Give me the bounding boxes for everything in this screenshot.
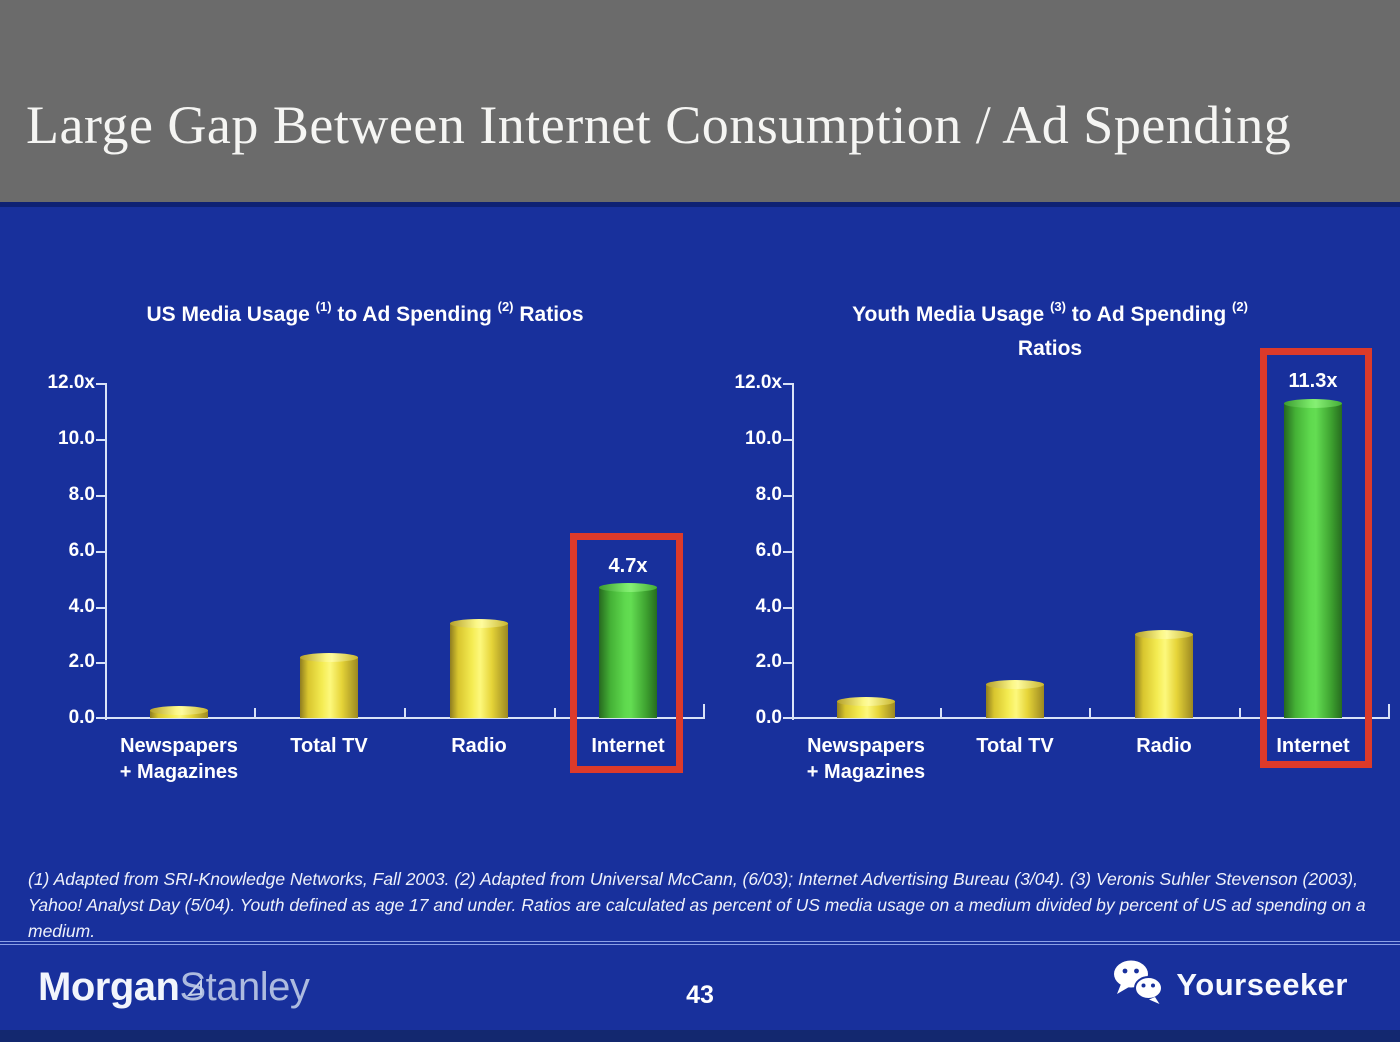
y-tick bbox=[783, 495, 792, 497]
highlight-box-internet bbox=[570, 533, 683, 773]
footer-divider bbox=[0, 941, 1400, 945]
bar-cap bbox=[599, 583, 657, 592]
y-tick-label: 6.0 bbox=[68, 540, 95, 561]
x-tick bbox=[940, 708, 942, 718]
bar-internet bbox=[599, 583, 657, 718]
y-axis bbox=[105, 383, 107, 720]
bar-internet bbox=[1284, 399, 1342, 718]
y-tick bbox=[96, 551, 105, 553]
y-tick bbox=[783, 607, 792, 609]
y-tick bbox=[783, 662, 792, 664]
footnote-ref-2: (2) bbox=[1232, 299, 1248, 314]
slide-header: Large Gap Between Internet Consumption /… bbox=[0, 0, 1400, 202]
bar-cap bbox=[300, 653, 358, 662]
footnote-ref-1: (1) bbox=[315, 299, 332, 314]
footnote-text: (1) Adapted from SRI-Knowledge Networks,… bbox=[28, 869, 1366, 941]
y-tick bbox=[96, 717, 105, 719]
x-axis-end-tick bbox=[703, 704, 705, 718]
bar-cap bbox=[1284, 399, 1342, 408]
category-label: Newspapers + Magazines bbox=[94, 733, 264, 785]
y-tick-label: 0.0 bbox=[68, 707, 95, 728]
bar-newspapers-magazines bbox=[837, 697, 895, 718]
y-tick-label: 12.0x bbox=[734, 372, 782, 393]
y-tick bbox=[96, 439, 105, 441]
value-label-internet: 11.3x bbox=[1288, 370, 1338, 392]
y-tick bbox=[783, 439, 792, 441]
category-line: Newspapers bbox=[807, 735, 925, 757]
category-label: Internet bbox=[591, 735, 665, 757]
y-tick-label: 6.0 bbox=[755, 540, 782, 561]
wechat-icon bbox=[1112, 959, 1166, 1010]
y-tick-label: 10.0 bbox=[58, 428, 95, 449]
category-label: Total TV bbox=[290, 735, 368, 757]
y-tick bbox=[96, 662, 105, 664]
pennant-triangle-icon bbox=[186, 963, 204, 1008]
x-axis-end-tick bbox=[1388, 704, 1390, 718]
y-tick-label: 4.0 bbox=[755, 596, 782, 617]
page-number: 43 bbox=[686, 981, 714, 1009]
bar-cap bbox=[837, 697, 895, 706]
brand-morgan: Morgan bbox=[38, 965, 180, 1009]
x-axis bbox=[792, 717, 1390, 719]
category-label: Total TV bbox=[976, 735, 1054, 757]
bar-cap bbox=[986, 680, 1044, 689]
bar-cap bbox=[1135, 630, 1193, 639]
y-tick-label: 12.0x bbox=[47, 372, 95, 393]
y-tick-label: 8.0 bbox=[68, 484, 95, 505]
category-label: Newspapers + Magazines bbox=[781, 733, 951, 785]
y-tick bbox=[783, 717, 792, 719]
x-tick bbox=[404, 708, 406, 718]
slide-footer: Morgan Stanley 43 Yourseeker bbox=[0, 945, 1400, 1042]
y-tick bbox=[783, 551, 792, 553]
watermark-text: Yourseeker bbox=[1176, 966, 1348, 1002]
category-line: Newspapers bbox=[120, 735, 238, 757]
chart-title-us: US Media Usage (1) to Ad Spending (2) Ra… bbox=[95, 292, 635, 332]
category-line: + Magazines bbox=[806, 761, 926, 783]
chart-title-text: US Media Usage bbox=[146, 303, 310, 326]
slide-title: Large Gap Between Internet Consumption /… bbox=[26, 95, 1292, 155]
bottom-edge-strip bbox=[0, 1030, 1400, 1042]
highlight-box-internet bbox=[1260, 348, 1372, 768]
x-tick bbox=[254, 708, 256, 718]
bar-total-tv bbox=[300, 653, 358, 718]
bar-cap bbox=[150, 706, 208, 715]
x-tick bbox=[554, 708, 556, 718]
bar-cap bbox=[450, 619, 508, 628]
category-line: + Magazines bbox=[119, 761, 239, 783]
y-tick-label: 2.0 bbox=[755, 651, 782, 672]
y-tick bbox=[96, 607, 105, 609]
y-tick bbox=[96, 495, 105, 497]
watermark: Yourseeker bbox=[1112, 959, 1348, 1010]
bar-radio bbox=[450, 619, 508, 718]
bar-newspapers-magazines bbox=[150, 706, 208, 718]
bar-total-tv bbox=[986, 680, 1044, 718]
y-tick-label: 4.0 bbox=[68, 596, 95, 617]
y-tick-label: 8.0 bbox=[755, 484, 782, 505]
footnote-ref-3: (3) bbox=[1050, 299, 1066, 314]
y-tick bbox=[783, 383, 792, 385]
y-tick-label: 0.0 bbox=[755, 707, 782, 728]
chart-title-line2: Ratios bbox=[1017, 337, 1083, 360]
y-tick-label: 10.0 bbox=[745, 428, 782, 449]
category-label: Radio bbox=[451, 735, 507, 757]
value-label-internet: 4.7x bbox=[608, 555, 648, 577]
morgan-stanley-logo: Morgan Stanley bbox=[38, 963, 310, 1010]
chart-title-text: to Ad Spending bbox=[1071, 303, 1227, 326]
header-divider bbox=[0, 202, 1400, 207]
chart-title-text: Youth Media Usage bbox=[852, 303, 1045, 326]
x-axis bbox=[105, 717, 705, 719]
category-label: Radio bbox=[1136, 735, 1192, 757]
bar-radio bbox=[1135, 630, 1193, 718]
y-tick-label: 2.0 bbox=[68, 651, 95, 672]
chart-title-text: to Ad Spending bbox=[337, 303, 492, 326]
chart-title-youth: Youth Media Usage (3) to Ad Spending (2)… bbox=[790, 292, 1310, 366]
y-tick bbox=[96, 383, 105, 385]
footnote-ref-2: (2) bbox=[497, 299, 514, 314]
y-axis bbox=[792, 383, 794, 720]
x-tick bbox=[1089, 708, 1091, 718]
chart-title-text: Ratios bbox=[519, 303, 584, 326]
x-tick bbox=[1239, 708, 1241, 718]
category-label: Internet bbox=[1276, 735, 1350, 757]
